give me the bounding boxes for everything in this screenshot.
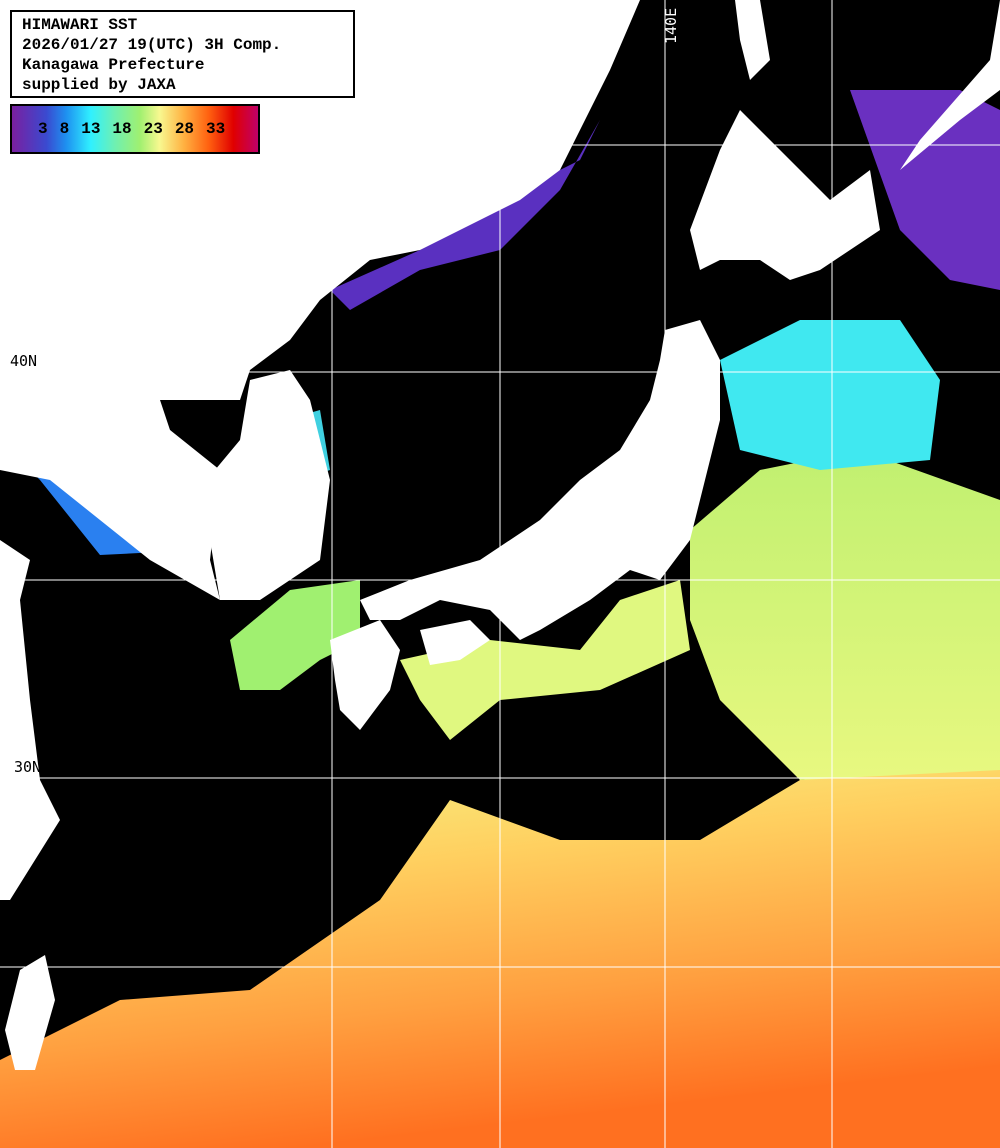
info-credit: supplied by JAXA bbox=[22, 76, 176, 94]
land-taiwan bbox=[5, 955, 55, 1070]
colorbar-tick: 8 bbox=[59, 120, 70, 138]
sst-shikoku-yellow bbox=[400, 580, 690, 740]
sst-japan-sea-purple bbox=[330, 120, 600, 310]
colorbar-tick: 33 bbox=[206, 120, 226, 138]
colorbar-tick: 23 bbox=[143, 120, 163, 138]
land-kyushu bbox=[330, 620, 400, 730]
colorbar-legend: 3 8 13 18 23 28 33 bbox=[10, 104, 260, 154]
info-datetime: 2026/01/27 19(UTC) 3H Comp. bbox=[22, 36, 282, 54]
land-hokkaido bbox=[690, 110, 880, 280]
sst-okhotsk-purple bbox=[850, 90, 1000, 290]
lat-label-30n: 30N bbox=[14, 758, 42, 776]
info-region: Kanagawa Prefecture bbox=[22, 56, 205, 74]
land bbox=[0, 0, 1000, 1070]
land-korea bbox=[210, 370, 330, 600]
sst-tohoku-cyan bbox=[720, 320, 940, 470]
sst-kyushu-green bbox=[230, 580, 360, 690]
lon-label-140e: 140E bbox=[662, 7, 680, 44]
lat-label-40n: 40N bbox=[10, 352, 38, 370]
colorbar-tick: 13 bbox=[81, 120, 101, 138]
info-title: HIMAWARI SST bbox=[22, 16, 138, 34]
colorbar-tick: 3 bbox=[38, 120, 48, 138]
colorbar-tick: 18 bbox=[112, 120, 132, 138]
info-box: HIMAWARI SST 2026/01/27 19(UTC) 3H Comp.… bbox=[10, 10, 355, 98]
land-kamchatka-coast bbox=[900, 0, 1000, 170]
land-shikoku bbox=[420, 620, 490, 665]
land-asia-mainland bbox=[0, 0, 640, 900]
sst-east-band bbox=[690, 450, 1000, 780]
land-sakhalin bbox=[735, 0, 770, 80]
colorbar-tick: 28 bbox=[174, 120, 195, 138]
land-honshu bbox=[360, 320, 720, 640]
